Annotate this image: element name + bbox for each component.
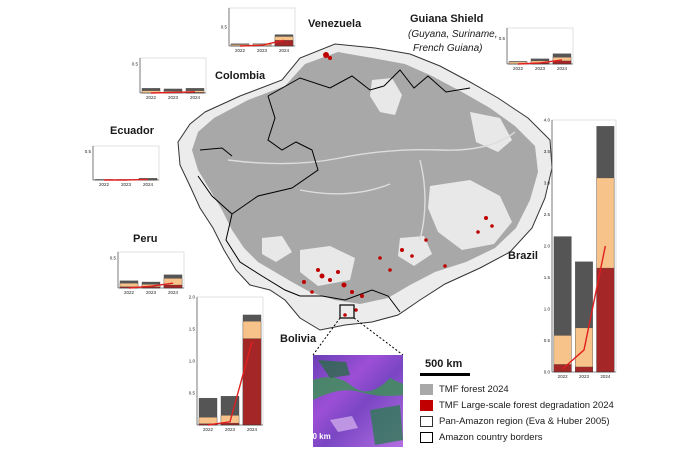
trend-line	[104, 178, 149, 181]
x-tick-label: 2022	[146, 95, 157, 100]
label-guiana-shield: Guiana Shield	[410, 13, 484, 25]
satellite-inset	[313, 355, 403, 447]
x-tick-label: 2022	[558, 374, 569, 379]
bar-2024	[242, 338, 262, 426]
y-tick-label: 2.0	[189, 295, 196, 300]
scale-bar	[420, 373, 470, 376]
bar-2024	[163, 284, 183, 289]
chart-frame	[139, 57, 207, 94]
x-tick-label: 2024	[168, 290, 179, 295]
label-venezuela: Venezuela	[308, 18, 362, 30]
y-tick-label: 0.5	[85, 149, 92, 154]
legend-item-degradation: TMF Large-scale forest degradation 2024	[420, 398, 695, 412]
label-peru: Peru	[133, 233, 158, 245]
label-guiana-sub2: French Guiana)	[413, 43, 483, 54]
legend-label: Pan-Amazon region (Eva & Huber 2005)	[439, 415, 610, 427]
chart-colombia: 2022 2023 2024 0.5	[132, 57, 207, 100]
label-bolivia: Bolivia	[280, 333, 317, 345]
trend-line	[128, 282, 174, 289]
legend: TMF forest 2024 TMF Large-scale forest d…	[420, 382, 695, 446]
country-borders	[197, 69, 471, 313]
x-tick-label: 2024	[557, 66, 568, 71]
x-tick-label: 2024	[190, 95, 201, 100]
x-tick-label: 2023	[257, 48, 268, 53]
y-tick-label: 1.5	[544, 275, 551, 280]
non-forest-patches	[262, 78, 512, 286]
y-tick-label: 1.0	[189, 359, 196, 364]
y-tick-label: 0.5	[221, 25, 228, 30]
chart-bolivia: 2022 2023 2024 0.5 1.0 1.5 2.0	[189, 295, 264, 432]
y-tick-label: 2.0	[544, 244, 551, 249]
y-tick-label: 0.5	[132, 61, 139, 66]
trend-line	[239, 39, 285, 47]
degradation-hotspots	[302, 52, 494, 317]
x-tick-label: 2024	[143, 182, 154, 187]
chart-peru: 2022 2023 2024 0.5	[110, 251, 185, 295]
chart-venezuela: 2022 2023 2024 0.5	[221, 7, 296, 53]
legend-swatch	[420, 431, 433, 443]
inset-scale-label: 20 km	[308, 432, 331, 441]
legend-label: TMF forest 2024	[439, 383, 509, 395]
y-tick-label: 4.0	[544, 118, 551, 123]
y-tick-label: 1.5	[189, 327, 196, 332]
legend-swatch	[420, 383, 433, 395]
y-tick-label: 1.0	[544, 307, 551, 312]
scale-bar-label: 500 km	[425, 358, 463, 370]
chart-ecuador: 2022 2023 2024 0.5	[85, 145, 160, 187]
trend-line	[562, 245, 607, 370]
y-tick-label: 3.5	[544, 149, 551, 154]
legend-label: TMF Large-scale forest degradation 2024	[439, 399, 614, 411]
x-tick-label: 2023	[579, 374, 590, 379]
y-tick-label: 0.5	[499, 36, 506, 41]
x-tick-label: 2024	[247, 427, 258, 432]
label-colombia: Colombia	[215, 70, 266, 82]
y-tick-label: 2.5	[544, 212, 551, 217]
x-tick-label: 2023	[146, 290, 157, 295]
x-tick-label: 2022	[203, 427, 214, 432]
x-tick-label: 2023	[121, 182, 132, 187]
bar-2024	[596, 267, 615, 373]
label-ecuador: Ecuador	[110, 125, 155, 137]
x-tick-label: 2023	[225, 427, 236, 432]
rivers	[227, 131, 516, 241]
legend-swatch	[420, 415, 433, 427]
x-tick-label: 2023	[168, 95, 179, 100]
y-tick-label: 0.5	[110, 256, 117, 261]
trend-line	[517, 59, 563, 65]
trend-line	[150, 91, 196, 94]
legend-item-borders: Amazon country borders	[420, 430, 695, 444]
x-tick-label: 2023	[535, 66, 546, 71]
y-tick-label: 0.5	[189, 391, 196, 396]
x-tick-label: 2022	[99, 182, 110, 187]
trend-line	[207, 341, 253, 426]
chart-frame	[92, 145, 160, 181]
x-tick-label: 2022	[513, 66, 524, 71]
label-guiana-sub: (Guyana, Suriname,	[408, 29, 498, 40]
y-tick-label: 0.0	[544, 370, 551, 375]
legend-item-pan-amazon: Pan-Amazon region (Eva & Huber 2005)	[420, 414, 695, 428]
y-tick-label: 0.5	[544, 338, 551, 343]
bar-2023	[575, 366, 593, 373]
x-tick-label: 2024	[600, 374, 611, 379]
x-tick-label: 2022	[124, 290, 135, 295]
legend-swatch	[420, 399, 433, 411]
inset-location-box	[339, 304, 355, 319]
legend-item-forest: TMF forest 2024	[420, 382, 695, 396]
chart-guiana-shield: 2022 2023 2024 0.5	[499, 27, 574, 71]
x-tick-label: 2022	[235, 48, 246, 53]
y-tick-label: 3.0	[544, 181, 551, 186]
label-brazil: Brazil	[508, 250, 538, 262]
x-tick-label: 2024	[279, 48, 290, 53]
chart-brazil: 2022 2023 2024 0.0 0.5 1.0 1.5 2.0 2.5 3.0 3.5 4.0	[544, 118, 617, 379]
legend-label: Amazon country borders	[439, 431, 543, 443]
